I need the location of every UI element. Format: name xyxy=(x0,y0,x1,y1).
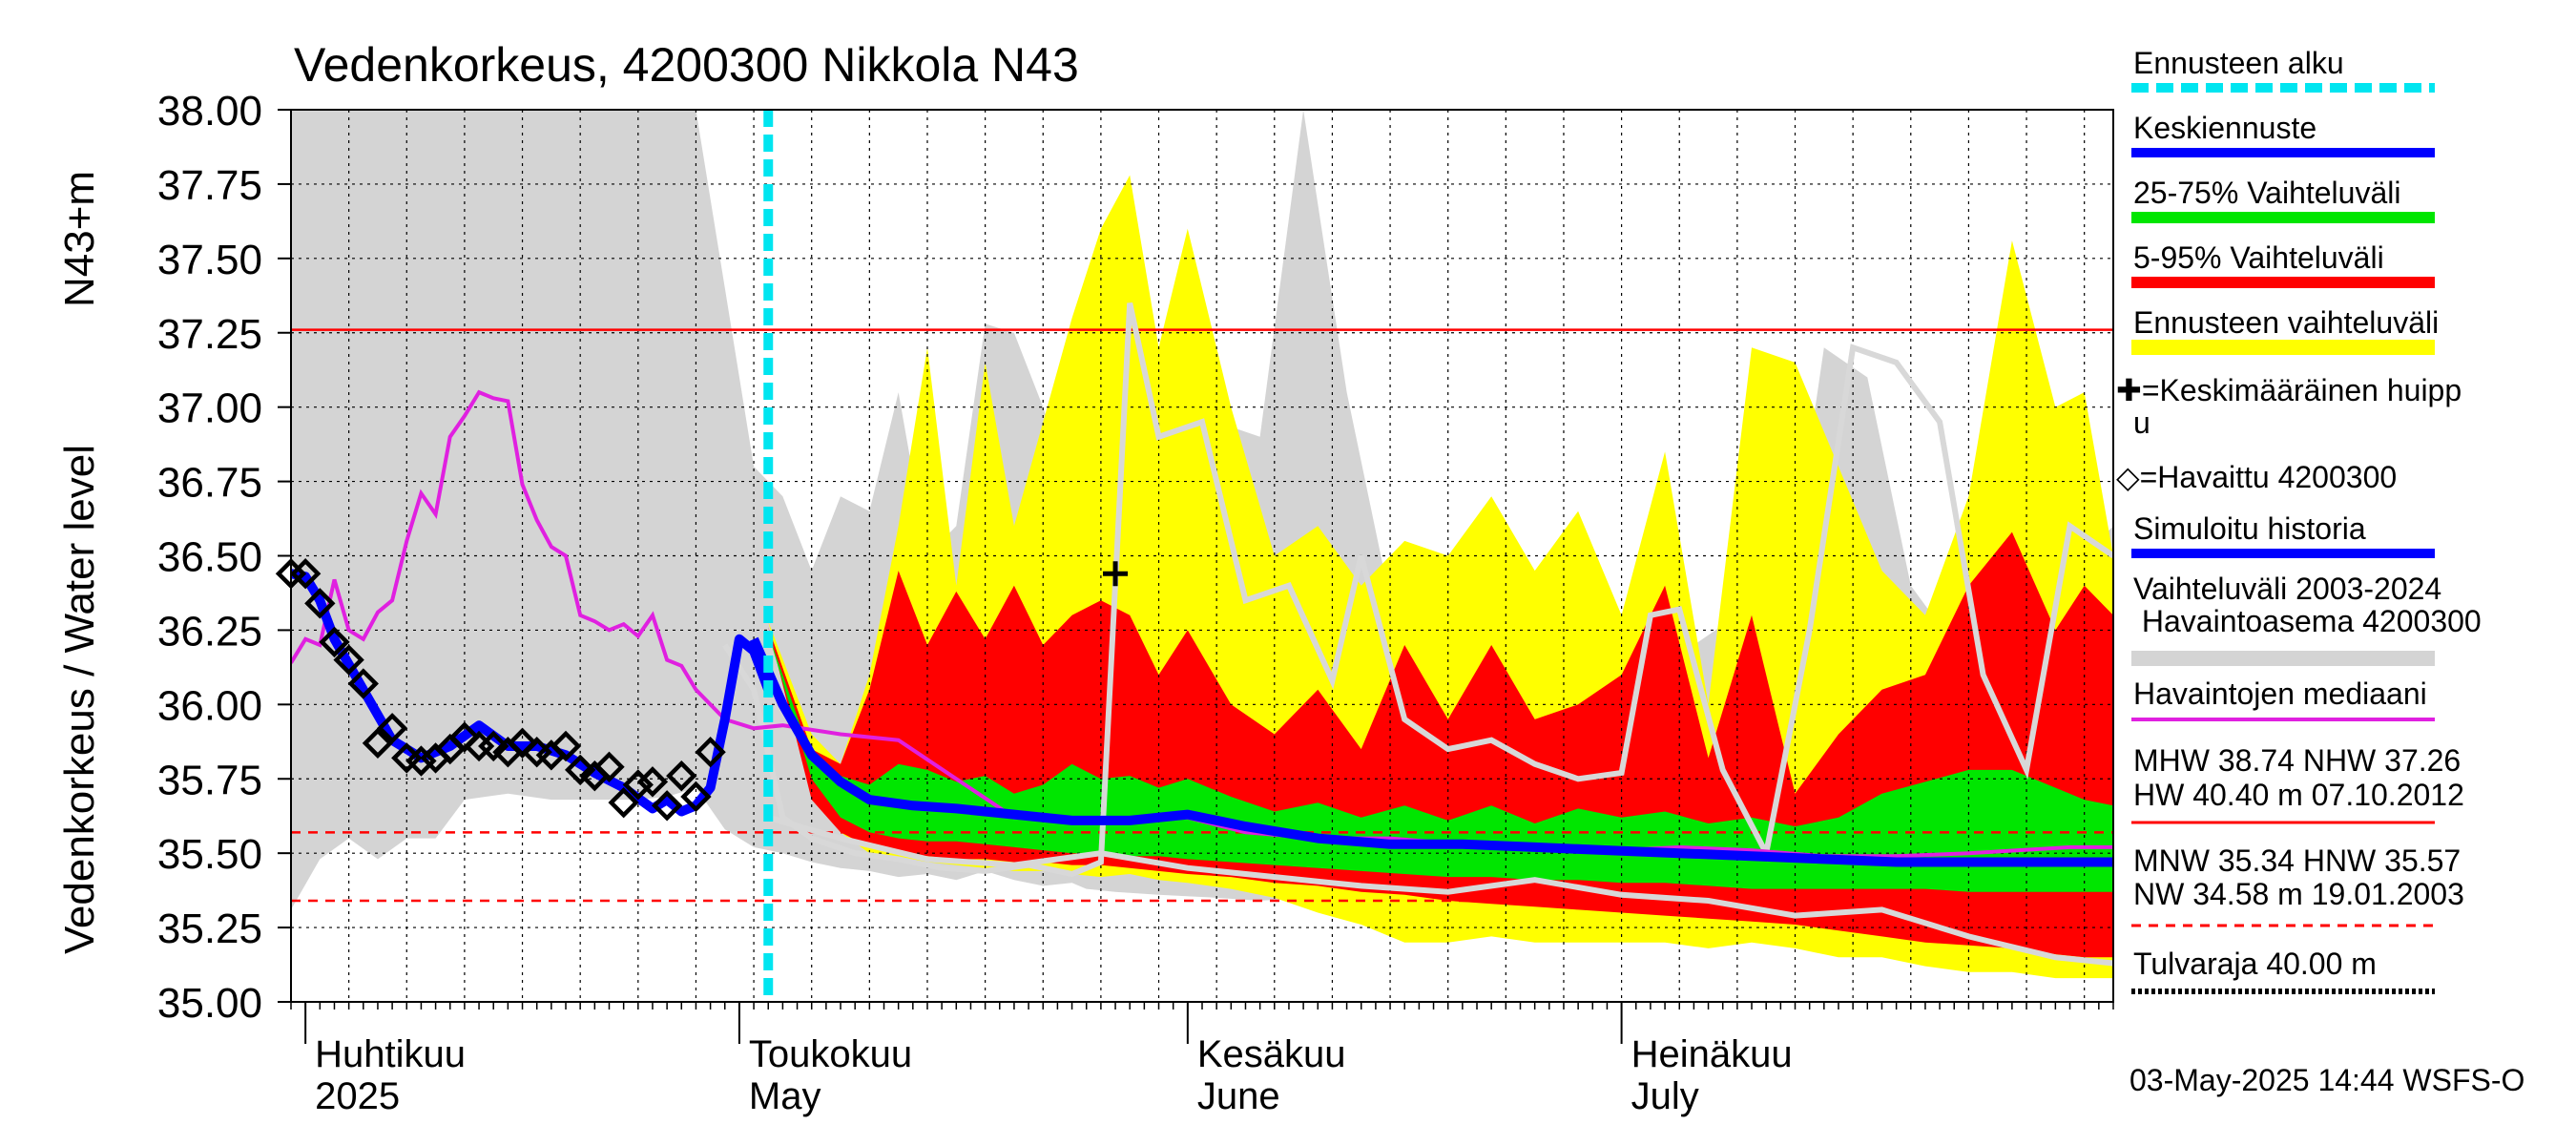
observed-point xyxy=(376,713,408,744)
observed-point xyxy=(405,745,437,777)
legend: Ennusteen alku Keskiennuste 25-75% Vaiht… xyxy=(2116,46,2482,994)
legend-stats2-line1: MNW 35.34 HNW 35.57 xyxy=(2133,843,2461,878)
mean-forecast-line xyxy=(749,636,2113,867)
x-month-label: Toukokuu xyxy=(749,1033,912,1075)
legend-forecast-range: Ennusteen vaihteluväli xyxy=(2133,305,2439,340)
observed-point xyxy=(478,730,509,762)
hist-line-lower xyxy=(767,814,2113,967)
y-axis-unit: N43+m xyxy=(56,171,103,307)
x-month-sublabel: May xyxy=(749,1075,821,1117)
legend-hist-range-line1: Vaihteluväli 2003-2024 xyxy=(2133,572,2441,606)
footer-timestamp: 03-May-2025 14:44 WSFS-O xyxy=(2129,1063,2524,1097)
chart-title: Vedenkorkeus, 4200300 Nikkola N43 xyxy=(294,38,1079,92)
observed-point xyxy=(304,588,336,619)
plot-area xyxy=(275,109,2114,1003)
x-month-sublabel: July xyxy=(1631,1075,1699,1117)
x-month-label: Huhtikuu xyxy=(315,1033,466,1075)
y-tick-label: 35.50 xyxy=(157,831,262,878)
observed-point xyxy=(362,727,394,760)
observed-point xyxy=(695,737,726,768)
observed-point xyxy=(333,644,364,676)
x-month-sublabel: 2025 xyxy=(315,1075,400,1117)
observed-point xyxy=(680,781,712,813)
legend-band-25-75: 25-75% Vaihteluväli xyxy=(2133,176,2400,210)
observed-point xyxy=(347,668,379,699)
y-tick-label: 37.50 xyxy=(157,237,262,283)
observed-point xyxy=(550,730,582,762)
observed-point xyxy=(564,754,596,786)
legend-band-5-95: 5-95% Vaihteluväli xyxy=(2133,240,2384,275)
observed-point xyxy=(593,751,625,782)
observed-point xyxy=(319,626,350,658)
observed-point xyxy=(622,769,654,801)
x-month-label: Kesäkuu xyxy=(1197,1033,1346,1075)
observed-point xyxy=(289,558,322,590)
y-tick-label: 37.25 xyxy=(157,311,262,358)
legend-simulated: Simuloitu historia xyxy=(2133,511,2366,546)
y-tick-label: 35.00 xyxy=(157,980,262,1027)
series-lines-layer xyxy=(291,110,2113,1002)
observed-point xyxy=(651,790,683,822)
legend-hist-range-line2: Havaintoasema 4200300 xyxy=(2133,604,2482,638)
y-tick-label: 37.00 xyxy=(157,385,262,432)
x-month-label: Heinäkuu xyxy=(1631,1033,1793,1075)
y-tick-label: 38.00 xyxy=(157,88,262,135)
y-tick-label: 35.75 xyxy=(157,757,262,803)
legend-observed: ◇=Havaittu 4200300 xyxy=(2116,460,2397,494)
observed-point xyxy=(608,787,639,819)
y-axis: 35.00 35.25 35.50 35.75 36.00 36.25 36.50 36.75… xyxy=(157,88,291,1027)
legend-stats1-line2: HW 40.40 m 07.10.2012 xyxy=(2133,778,2464,812)
legend-median: Havaintojen mediaani xyxy=(2133,677,2427,711)
legend-stats1-line1: MHW 38.74 NHW 37.26 xyxy=(2133,743,2461,778)
observed-point xyxy=(636,766,669,798)
y-tick-label: 36.75 xyxy=(157,460,262,507)
legend-stats2-line2: NW 34.58 m 19.01.2003 xyxy=(2133,877,2464,911)
observed-point xyxy=(448,721,481,753)
legend-mean-forecast: Keskiennuste xyxy=(2133,111,2316,145)
observed-point xyxy=(666,760,697,792)
y-axis-label: Vedenkorkeus / Water level xyxy=(56,445,103,954)
reference-lines-layer xyxy=(291,328,2113,903)
legend-mean-peak-line1: ✚=Keskimääräinen huipp xyxy=(2116,373,2462,407)
observed-point xyxy=(507,727,538,760)
y-tick-label: 36.00 xyxy=(157,682,262,729)
mean-peak-marker xyxy=(1103,561,1129,587)
x-month-sublabel: June xyxy=(1197,1075,1280,1117)
y-tick-label: 36.25 xyxy=(157,608,262,655)
legend-mean-peak-line2: u xyxy=(2133,406,2150,440)
y-tick-label: 37.75 xyxy=(157,162,262,209)
y-tick-label: 35.25 xyxy=(157,906,262,952)
y-tick-label: 36.50 xyxy=(157,534,262,581)
markers-layer xyxy=(275,558,1129,822)
legend-forecast-start: Ennusteen alku xyxy=(2133,46,2344,80)
legend-flood-limit: Tulvaraja 40.00 m xyxy=(2133,947,2377,981)
hist-line-upper xyxy=(722,302,2113,878)
